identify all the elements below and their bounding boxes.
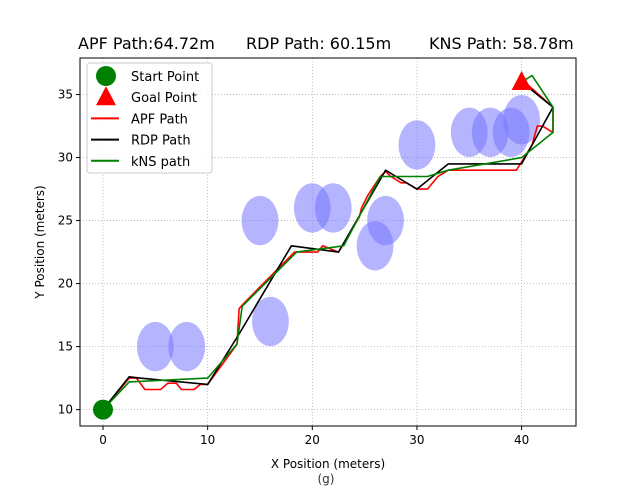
y-axis-label: Y Position (meters) <box>33 185 47 299</box>
obstacle-ellipse <box>252 296 289 347</box>
legend-apf-path-label: APF Path <box>131 112 188 127</box>
y-tick-label: 20 <box>58 277 73 291</box>
x-tick-label: 0 <box>99 433 107 447</box>
x-tick-label: 10 <box>200 433 215 447</box>
x-tick-label: 20 <box>305 433 320 447</box>
legend-goal-point-label: Goal Point <box>131 91 197 106</box>
y-tick-label: 15 <box>58 340 73 354</box>
y-tick-label: 10 <box>58 403 73 417</box>
rdp-path-title: RDP Path: 60.15m <box>246 34 391 53</box>
plot-frame <box>79 57 577 427</box>
obstacles <box>136 95 541 372</box>
obstacle-ellipse <box>367 195 404 246</box>
obstacle-ellipse <box>503 95 541 145</box>
legend: Start Point Goal Point APF Path RDP Path kNS… <box>86 62 213 174</box>
markers <box>93 70 532 420</box>
x-axis-label: X Position (meters) <box>271 457 385 471</box>
obstacle-ellipse <box>314 183 352 233</box>
legend-box <box>86 62 213 174</box>
obstacle-ellipse <box>241 195 279 246</box>
legend-rdp-path-label: RDP Path <box>131 134 191 149</box>
x-tick-label: 40 <box>514 433 529 447</box>
apf-path-title: APF Path:64.72m <box>78 34 215 53</box>
obstacle-ellipse <box>168 321 206 372</box>
obstacle-ellipse <box>398 120 436 170</box>
y-tick-label: 35 <box>58 88 73 102</box>
x-tick-label: 30 <box>409 433 424 447</box>
grid <box>80 58 576 426</box>
y-tick-label: 25 <box>58 214 73 228</box>
legend-start-point-label: Start Point <box>131 70 199 85</box>
kns-path-title: KNS Path: 58.78m <box>429 34 574 53</box>
axis-ticks: 0 10 20 30 40 10 15 20 25 30 35 <box>58 88 530 447</box>
obstacle-ellipse <box>136 321 174 372</box>
y-tick-label: 30 <box>58 151 73 165</box>
legend-kns-path-label: kNS path <box>131 155 190 170</box>
goal-point-marker <box>511 70 532 90</box>
series <box>102 74 554 411</box>
figure-caption: (g) <box>318 472 335 486</box>
legend-start-marker <box>96 66 116 86</box>
legend-goal-marker <box>96 86 116 106</box>
start-point-marker <box>93 399 114 420</box>
kns-path-line <box>102 74 554 411</box>
